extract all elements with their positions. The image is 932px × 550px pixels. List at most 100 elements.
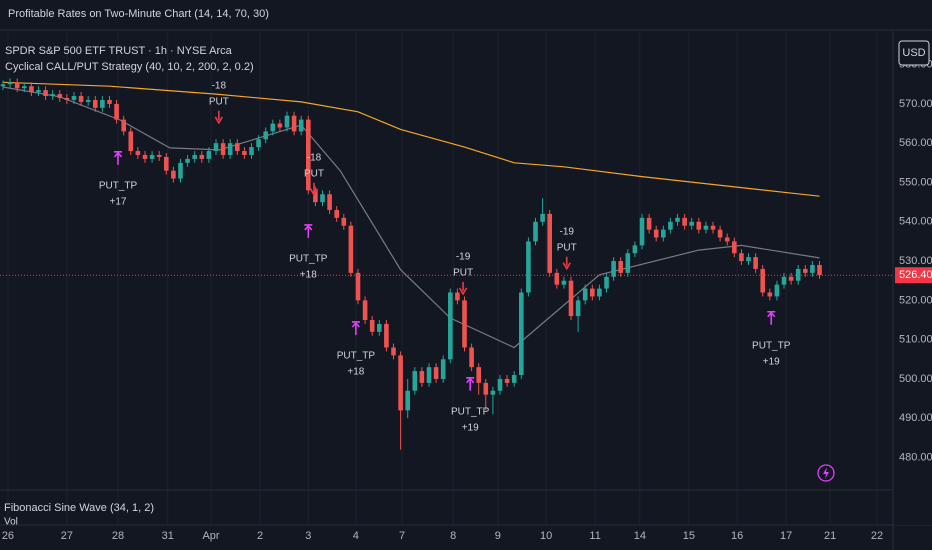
candle-body <box>398 355 403 411</box>
candle-body <box>582 288 588 301</box>
signal-text: PUT_TP <box>451 406 490 417</box>
candle-body <box>710 225 716 230</box>
candle-body <box>675 217 680 222</box>
candle-body <box>21 86 27 89</box>
candle-body <box>682 217 687 226</box>
top-title: Profitable Rates on Two-Minute Chart (14… <box>8 8 269 20</box>
signal-text: -18 <box>307 152 322 163</box>
signal-text: PUT <box>557 242 577 253</box>
y-tick-label: 480.00 <box>899 451 932 463</box>
candle-body <box>526 241 531 293</box>
y-tick-label: 530.00 <box>899 255 932 267</box>
candle-body <box>433 367 439 379</box>
candle-body <box>291 115 297 132</box>
icon-circle[interactable] <box>817 464 835 482</box>
x-tick-label: 31 <box>162 530 174 542</box>
candle-body <box>391 347 396 356</box>
candle-body <box>533 221 538 242</box>
candle-body <box>746 257 751 262</box>
candle-body <box>36 90 41 93</box>
candle-body <box>476 367 481 383</box>
candle-body <box>220 143 226 155</box>
candle-body <box>469 347 474 368</box>
currency-box[interactable] <box>898 40 930 66</box>
candle-body <box>604 276 609 289</box>
candle-body <box>511 375 517 383</box>
candle-body <box>348 225 354 273</box>
candle-body <box>625 253 631 273</box>
candle-body <box>57 94 63 99</box>
candle-body <box>781 276 787 285</box>
candle-body <box>92 99 98 108</box>
moving-average-line <box>2 81 820 197</box>
candle-body <box>178 162 183 179</box>
candle-body <box>696 221 702 230</box>
icon-bolt[interactable] <box>823 467 829 479</box>
candle-body <box>661 229 666 238</box>
x-tick-label: 26 <box>2 530 14 542</box>
x-tick-label: Apr <box>202 530 219 542</box>
y-tick-label: 520.00 <box>899 294 932 306</box>
candle-body <box>263 131 268 140</box>
entry-arrow <box>214 110 224 125</box>
candle-body <box>590 288 595 297</box>
chart-title: SPDR S&P 500 ETF TRUST · 1h · NYSE Arca <box>5 45 233 57</box>
candle-body <box>703 225 709 230</box>
candle-body <box>497 378 503 391</box>
exit-marker <box>767 310 776 325</box>
entry-arrow <box>309 182 319 197</box>
candle-body <box>419 371 425 383</box>
x-axis-band <box>0 525 932 550</box>
signal-text: +17 <box>110 196 127 207</box>
signal-text: PUT <box>209 97 229 108</box>
candle-body <box>305 119 311 191</box>
currency[interactable]: USD <box>902 47 925 59</box>
candle-body <box>64 98 70 100</box>
signal-text: -19 <box>456 251 471 262</box>
candle-body <box>483 382 489 395</box>
signal-text: PUT <box>453 267 473 278</box>
lower-panel-title: Fibonacci Sine Wave (34, 1, 2) <box>4 502 154 514</box>
x-tick-label: 15 <box>683 530 695 542</box>
x-tick-label: 10 <box>540 530 552 542</box>
candle-body <box>213 143 219 152</box>
candle-body <box>774 284 780 297</box>
last-price-box <box>895 267 932 284</box>
volume-label: Vol <box>4 517 18 528</box>
candle-body <box>724 237 730 242</box>
candle-body <box>455 292 460 301</box>
candle-body <box>242 151 247 155</box>
candle-body <box>78 96 84 102</box>
candle-body <box>114 103 119 120</box>
candle-body <box>256 139 261 148</box>
candle-body <box>689 221 695 226</box>
candle-body <box>561 280 567 285</box>
candle-body <box>107 99 112 104</box>
candle-body <box>298 119 304 132</box>
candle-body <box>653 229 659 238</box>
candle-body <box>199 154 205 159</box>
candle-body <box>646 217 652 230</box>
candle-body <box>767 292 773 297</box>
candle-body <box>50 94 55 97</box>
candle-body <box>618 261 624 273</box>
signal-text: -19 <box>560 226 575 237</box>
lightning-icon[interactable] <box>817 464 835 482</box>
plot-area <box>0 78 893 450</box>
x-tick-label: 27 <box>61 530 73 542</box>
signal-text: -18 <box>212 81 227 92</box>
candle-body <box>85 99 91 102</box>
candle-body <box>128 131 134 152</box>
candle-body <box>320 194 325 203</box>
candle-body <box>810 265 815 273</box>
exit-marker <box>113 151 123 165</box>
candle-body <box>504 378 510 383</box>
candle-body <box>554 272 560 285</box>
candle-body <box>156 154 162 157</box>
candle-body <box>739 253 744 262</box>
y-tick-label: 500.00 <box>899 373 932 385</box>
legend: SPDR S&P 500 ETF TRUST · 1h · NYSE Arca … <box>5 45 254 73</box>
x-tick-label: 3 <box>305 530 311 542</box>
x-tick-label: 2 <box>257 530 263 542</box>
